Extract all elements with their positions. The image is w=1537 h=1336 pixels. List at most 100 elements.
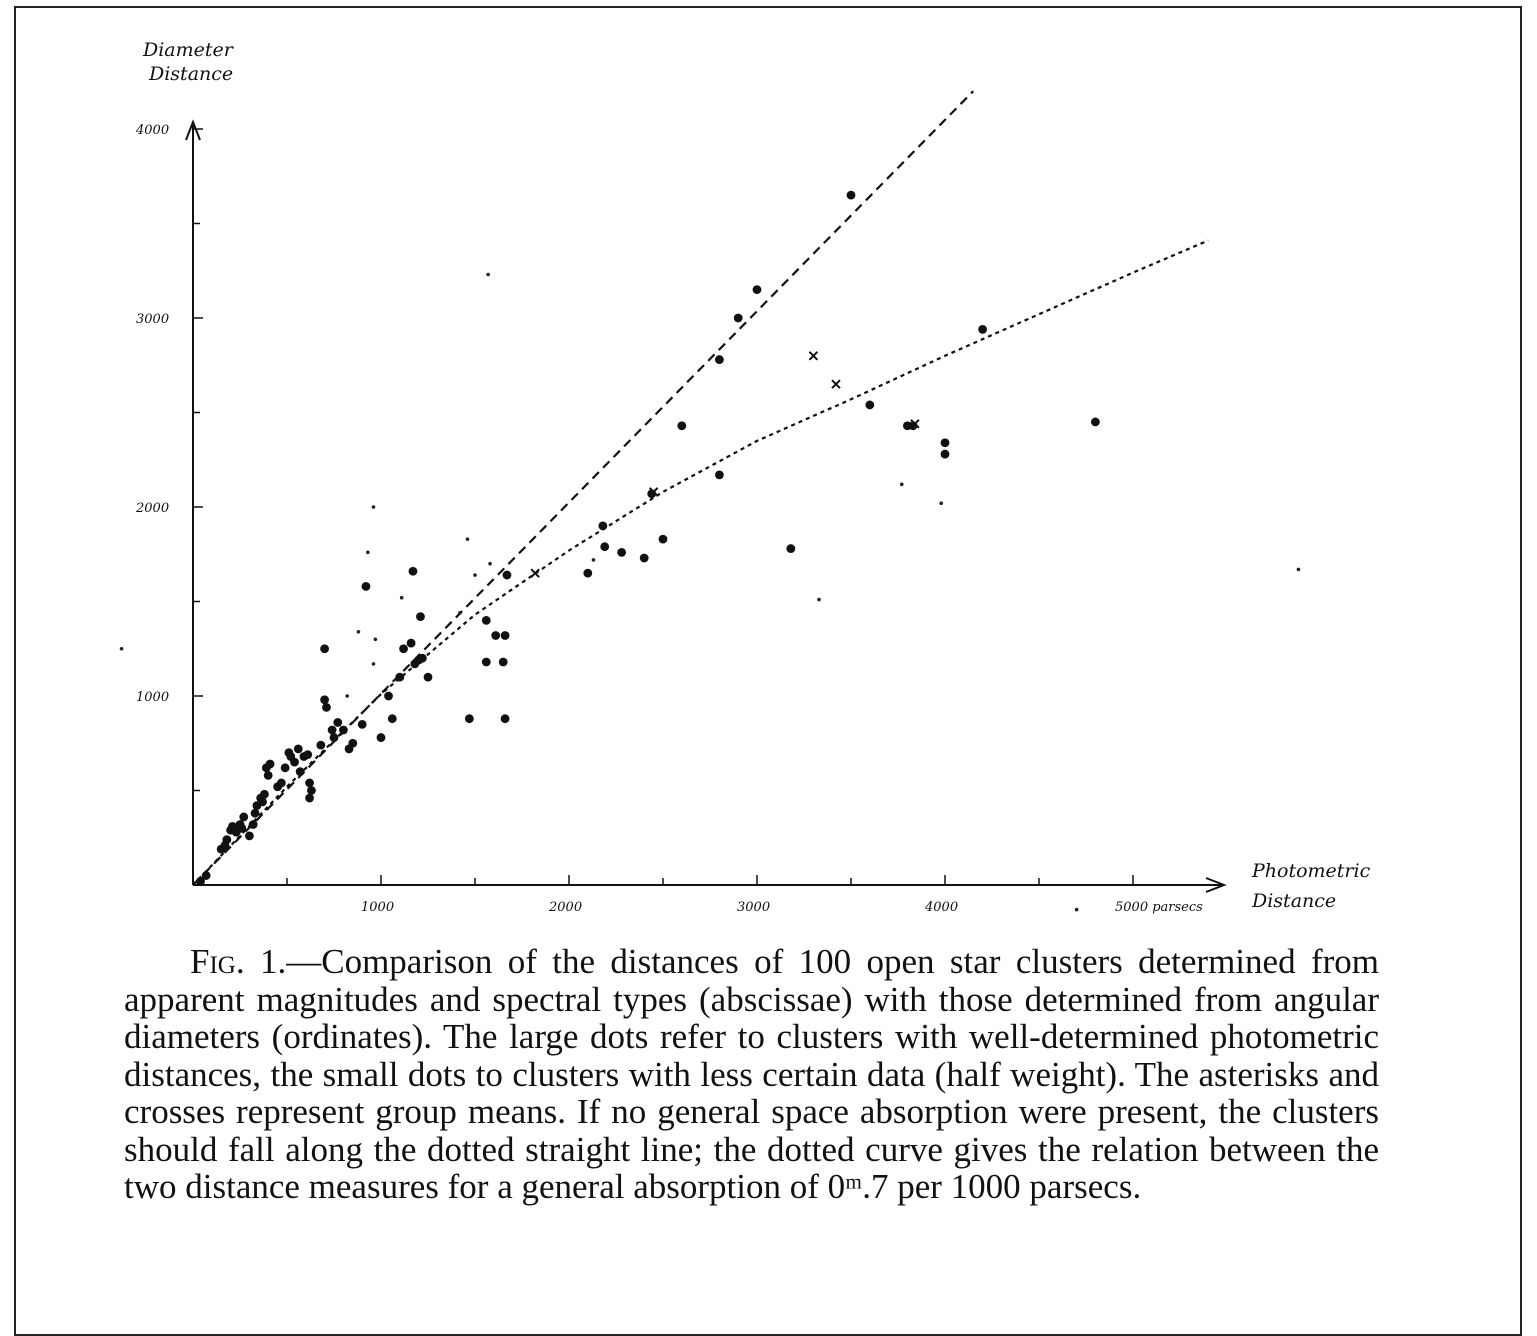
- large-dot-point: [320, 644, 329, 654]
- straight-dashed-line: [192, 90, 974, 886]
- large-dot-point: [265, 759, 275, 769]
- cross-point: [530, 568, 540, 578]
- small-dot-point: [371, 662, 376, 666]
- small-dot-point: [899, 482, 904, 487]
- large-dot-point: [387, 714, 397, 724]
- large-dot-point: [406, 638, 416, 648]
- large-dot-point: [940, 438, 950, 448]
- large-dot-point: [865, 400, 875, 410]
- large-dot-point: [329, 733, 339, 742]
- y-tick-label: 1000: [136, 690, 169, 705]
- small-dot-point: [1074, 907, 1079, 912]
- y-tick-label: 4000: [135, 123, 169, 138]
- large-dot-point: [715, 470, 724, 480]
- large-dot-point: [658, 534, 668, 544]
- large-dot-point: [399, 644, 408, 654]
- large-dot-point: [733, 313, 743, 323]
- cross-point: [910, 419, 920, 429]
- small-dot-point: [458, 611, 462, 615]
- large-dot-point: [357, 719, 367, 729]
- large-dot-point: [303, 750, 313, 759]
- large-dot-point: [500, 631, 510, 640]
- large-dot-point: [408, 566, 418, 576]
- large-dot-point: [320, 695, 329, 705]
- large-dot-point: [1091, 417, 1100, 427]
- data-points: [119, 190, 1301, 912]
- large-dot-point: [316, 740, 326, 750]
- large-dot-point: [239, 812, 249, 822]
- caption-text: —Comparison of the distances of 100 open…: [124, 942, 1379, 1206]
- x-tick-label: 3000: [737, 900, 770, 915]
- x-axis-title-line1: Photometric: [1251, 860, 1371, 882]
- small-dot-point: [591, 558, 596, 562]
- scatter-plot: 1000 2000 3000 4000 5000 parsecs 1000 2000 3000…: [119, 39, 1371, 915]
- x-tick-label: 4000: [924, 900, 958, 915]
- large-dot-point: [260, 789, 269, 799]
- small-dot-point: [119, 646, 124, 651]
- small-dot-point: [371, 505, 376, 509]
- large-dot-point: [327, 725, 337, 735]
- large-dot-point: [481, 616, 491, 625]
- large-dot-point: [500, 714, 510, 724]
- large-dot-point: [222, 835, 232, 845]
- large-dot-point: [464, 714, 474, 724]
- large-dot-point: [481, 657, 491, 667]
- x-tick-label: 5000 parsecs: [1115, 900, 1203, 915]
- small-dot-point: [939, 501, 944, 506]
- large-dot-point: [196, 876, 205, 886]
- small-dot-point: [1296, 567, 1301, 572]
- large-dot-point: [940, 449, 950, 459]
- x-axis-title-line2: Distance: [1251, 890, 1336, 912]
- large-dot-point: [498, 657, 508, 667]
- caption-label: Fig. 1.: [190, 942, 287, 981]
- absorption-dotted-curve: [192, 239, 1209, 886]
- y-tick-label: 2000: [135, 501, 169, 516]
- small-dot-point: [473, 573, 477, 577]
- large-dot-point: [978, 324, 987, 334]
- large-dot-point: [617, 547, 627, 557]
- large-dot-point: [846, 190, 856, 200]
- large-dot-point: [245, 831, 254, 841]
- cross-point: [831, 379, 841, 389]
- large-dot-point: [276, 778, 286, 788]
- large-dot-point: [237, 823, 247, 833]
- large-dot-point: [639, 553, 649, 563]
- large-dot-point: [416, 612, 425, 622]
- large-dot-point: [376, 733, 386, 742]
- axes: [185, 119, 1227, 893]
- large-dot-point: [417, 653, 427, 663]
- large-dot-point: [293, 744, 303, 754]
- large-dot-point: [598, 521, 608, 531]
- large-dot-point: [339, 725, 348, 735]
- small-dot-point: [345, 694, 349, 698]
- large-dot-point: [333, 718, 343, 727]
- large-dot-point: [423, 672, 433, 682]
- small-dot-point: [465, 537, 470, 541]
- small-dot-point: [817, 597, 821, 602]
- y-axis-arrow: [185, 119, 201, 141]
- large-dot-point: [600, 542, 610, 552]
- large-dot-point: [295, 767, 305, 776]
- cross-point: [648, 487, 659, 497]
- x-axis-arrow: [1205, 877, 1227, 893]
- large-dot-point: [384, 691, 393, 701]
- large-dot-point: [201, 871, 211, 880]
- large-dot-point: [258, 797, 267, 807]
- large-dot-point: [786, 544, 796, 553]
- large-dot-point: [583, 568, 593, 578]
- large-dot-point: [491, 631, 501, 640]
- large-dot-point: [395, 672, 405, 682]
- ticks: 1000 2000 3000 4000 5000 parsecs 1000 2000 3000…: [135, 123, 1203, 915]
- large-dot-point: [502, 570, 512, 580]
- large-dot-point: [307, 786, 316, 795]
- small-dot-point: [488, 561, 492, 566]
- large-dot-point: [677, 421, 687, 431]
- small-dot-point: [486, 272, 490, 277]
- small-dot-point: [366, 550, 370, 555]
- small-dot-point: [373, 637, 378, 642]
- large-dot-point: [250, 808, 260, 818]
- large-dot-point: [305, 778, 314, 788]
- small-dot-point: [356, 629, 361, 634]
- small-dot-point: [399, 595, 404, 600]
- x-tick-label: 1000: [361, 900, 394, 915]
